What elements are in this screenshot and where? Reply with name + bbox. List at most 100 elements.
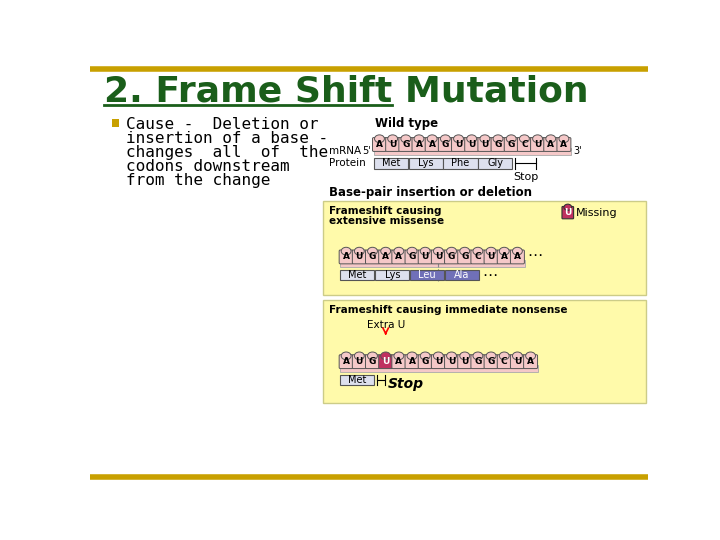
FancyBboxPatch shape: [339, 250, 353, 264]
FancyBboxPatch shape: [504, 138, 518, 151]
FancyBboxPatch shape: [323, 300, 646, 403]
Text: Phe: Phe: [451, 158, 469, 168]
FancyBboxPatch shape: [431, 250, 446, 264]
Text: U: U: [481, 140, 489, 149]
Ellipse shape: [446, 352, 456, 360]
Text: Protein: Protein: [329, 158, 366, 168]
Text: Wild type: Wild type: [375, 117, 438, 130]
Ellipse shape: [427, 135, 437, 143]
Ellipse shape: [433, 352, 444, 360]
Text: G: G: [408, 252, 415, 261]
Text: A: A: [382, 252, 390, 261]
FancyBboxPatch shape: [112, 119, 120, 127]
Text: A: A: [500, 252, 508, 261]
FancyBboxPatch shape: [408, 158, 443, 168]
Text: Frameshift causing immediate nonsense: Frameshift causing immediate nonsense: [330, 305, 568, 315]
Ellipse shape: [493, 135, 503, 143]
FancyBboxPatch shape: [471, 355, 485, 369]
Text: codons downstream: codons downstream: [126, 159, 289, 174]
FancyBboxPatch shape: [379, 250, 392, 264]
FancyBboxPatch shape: [444, 355, 459, 369]
Text: G: G: [508, 140, 515, 149]
Ellipse shape: [513, 352, 522, 360]
FancyBboxPatch shape: [510, 250, 524, 264]
Ellipse shape: [374, 135, 384, 143]
Text: Met: Met: [382, 158, 400, 168]
Ellipse shape: [407, 247, 417, 255]
Ellipse shape: [414, 135, 424, 143]
Text: G: G: [369, 357, 376, 366]
Text: C: C: [521, 140, 528, 149]
FancyBboxPatch shape: [484, 355, 498, 369]
Text: U: U: [421, 252, 429, 261]
Text: mRNA: mRNA: [329, 146, 361, 157]
FancyBboxPatch shape: [374, 148, 571, 155]
Text: 2. Frame Shift Mutation: 2. Frame Shift Mutation: [104, 74, 588, 108]
FancyBboxPatch shape: [366, 250, 379, 264]
FancyBboxPatch shape: [372, 138, 387, 151]
Text: G: G: [369, 252, 376, 261]
Ellipse shape: [354, 247, 364, 255]
Text: Lys: Lys: [418, 158, 433, 168]
Text: Extra U: Extra U: [366, 320, 405, 329]
Text: ⋯: ⋯: [527, 248, 542, 264]
Ellipse shape: [354, 352, 364, 360]
FancyBboxPatch shape: [392, 355, 406, 369]
Text: G: G: [421, 357, 429, 366]
Text: A: A: [527, 357, 534, 366]
Ellipse shape: [441, 135, 450, 143]
Ellipse shape: [401, 135, 410, 143]
FancyBboxPatch shape: [458, 355, 472, 369]
FancyBboxPatch shape: [405, 355, 419, 369]
Ellipse shape: [341, 352, 351, 360]
FancyBboxPatch shape: [518, 138, 531, 151]
FancyBboxPatch shape: [510, 355, 524, 369]
Ellipse shape: [486, 247, 496, 255]
Text: Stop: Stop: [513, 172, 538, 182]
Text: U: U: [514, 357, 521, 366]
Text: A: A: [547, 140, 554, 149]
FancyBboxPatch shape: [491, 138, 505, 151]
Text: G: G: [474, 357, 482, 366]
Text: G: G: [461, 252, 469, 261]
Ellipse shape: [473, 247, 483, 255]
FancyBboxPatch shape: [498, 250, 511, 264]
Text: Ala: Ala: [454, 271, 469, 280]
FancyBboxPatch shape: [399, 138, 413, 151]
Ellipse shape: [519, 135, 529, 143]
Ellipse shape: [341, 247, 351, 255]
Ellipse shape: [559, 135, 569, 143]
Ellipse shape: [367, 247, 377, 255]
Text: A: A: [415, 140, 423, 149]
FancyBboxPatch shape: [410, 271, 444, 280]
FancyBboxPatch shape: [444, 250, 459, 264]
Ellipse shape: [473, 352, 483, 360]
Text: U: U: [564, 208, 572, 217]
FancyBboxPatch shape: [438, 138, 452, 151]
FancyBboxPatch shape: [379, 355, 392, 369]
FancyBboxPatch shape: [562, 206, 574, 219]
Ellipse shape: [467, 135, 477, 143]
FancyBboxPatch shape: [445, 271, 479, 280]
FancyBboxPatch shape: [531, 138, 544, 151]
Text: U: U: [487, 252, 495, 261]
FancyBboxPatch shape: [386, 138, 400, 151]
FancyBboxPatch shape: [341, 260, 525, 267]
Ellipse shape: [381, 247, 391, 255]
Text: changes  all  of  the: changes all of the: [126, 145, 328, 160]
Ellipse shape: [394, 247, 404, 255]
FancyBboxPatch shape: [405, 250, 419, 264]
Text: G: G: [495, 140, 502, 149]
Text: U: U: [534, 140, 541, 149]
FancyBboxPatch shape: [523, 355, 538, 369]
Text: U: U: [356, 252, 363, 261]
Ellipse shape: [387, 135, 397, 143]
Text: Frameshift causing: Frameshift causing: [330, 206, 442, 217]
Ellipse shape: [407, 352, 417, 360]
Text: extensive missense: extensive missense: [330, 217, 445, 226]
Text: Lys: Lys: [384, 271, 400, 280]
FancyBboxPatch shape: [418, 250, 432, 264]
Text: Cause -  Deletion or: Cause - Deletion or: [126, 117, 318, 132]
FancyBboxPatch shape: [451, 138, 466, 151]
Ellipse shape: [526, 352, 536, 360]
